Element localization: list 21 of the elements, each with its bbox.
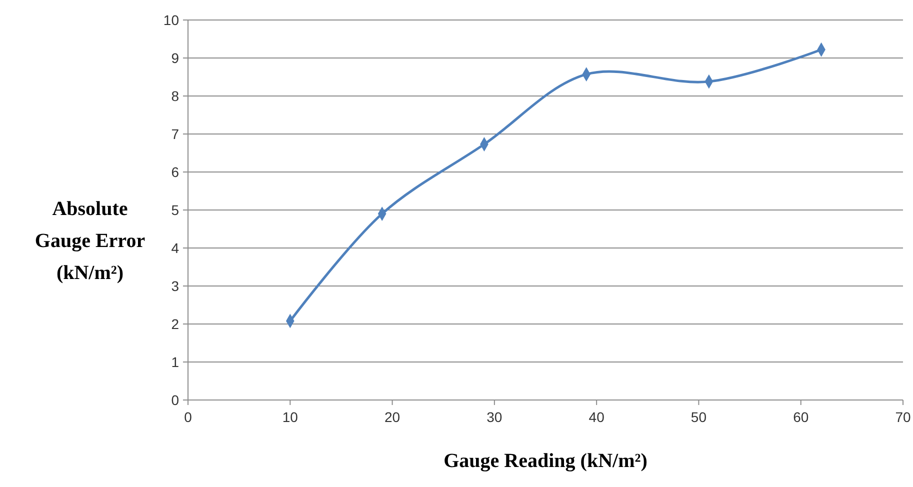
y-tick-label: 2 [171, 316, 180, 332]
y-axis-title: Absolute Gauge Error (kN/m²) [34, 198, 146, 284]
y-tick-label: 8 [171, 88, 180, 104]
y-tick-label: 10 [163, 12, 180, 28]
x-tick-label: 50 [690, 409, 707, 425]
x-tick-label: 40 [588, 409, 605, 425]
y-tick-label: 6 [171, 164, 180, 180]
x-tick-label: 0 [184, 409, 192, 425]
x-tick-label: 10 [282, 409, 298, 425]
y-tick-label: 9 [171, 50, 180, 66]
x-tick-label: 20 [384, 409, 400, 425]
x-axis-title: Gauge Reading (kN/m²) [444, 450, 648, 472]
y-tick-label: 4 [171, 240, 180, 256]
y-tick-label: 1 [171, 354, 180, 370]
y-tick-label: 7 [171, 126, 180, 142]
y-tick-label: 3 [171, 278, 180, 294]
y-tick-label: 0 [171, 392, 180, 408]
x-tick-label: 70 [895, 409, 911, 425]
y-tick-label: 5 [171, 202, 180, 218]
x-tick-label: 60 [793, 409, 809, 425]
x-tick-label: 30 [486, 409, 502, 425]
